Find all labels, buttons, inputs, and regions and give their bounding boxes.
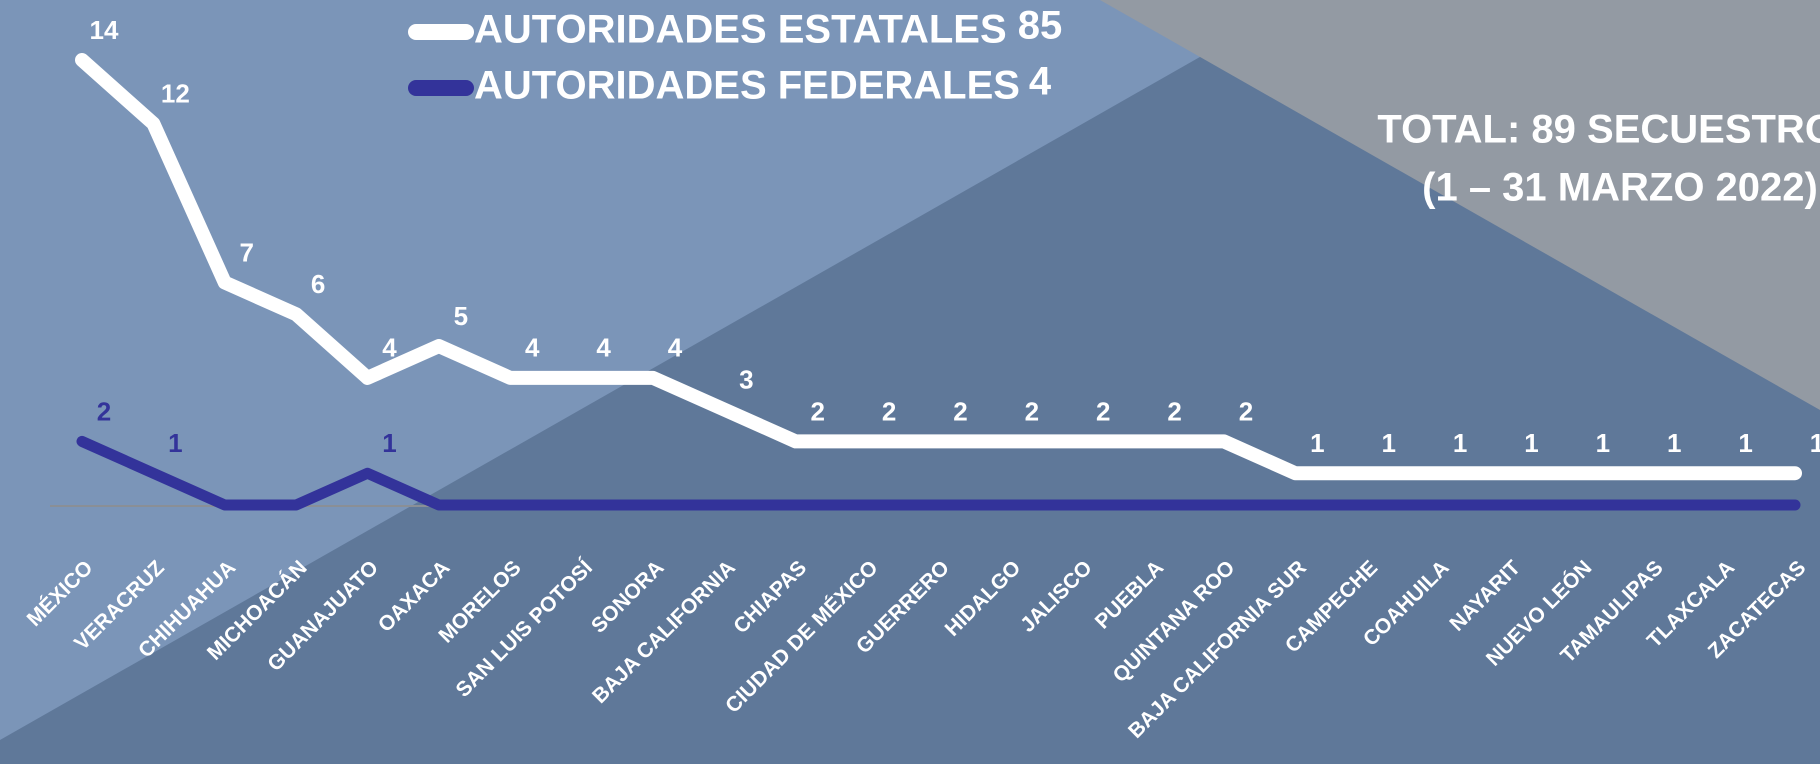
data-label: 1 (382, 428, 396, 458)
data-label: 4 (382, 333, 397, 363)
total-period: (1 – 31 MARZO 2022) (1422, 166, 1818, 210)
series-line (76, 435, 1801, 511)
data-label: 1 (1453, 428, 1467, 458)
legend-label: AUTORIDADES ESTATALES (474, 8, 1007, 52)
data-label: 2 (811, 396, 825, 426)
data-label: 4 (668, 333, 683, 363)
legend-total: 4 (1029, 60, 1052, 104)
data-label: 1 (1810, 428, 1820, 458)
light-panel (0, 0, 1300, 740)
data-label: 12 (161, 78, 190, 108)
data-label: 7 (240, 237, 254, 267)
data-label: 2 (97, 396, 111, 426)
series-line (75, 53, 1802, 481)
data-label: 1 (1524, 428, 1538, 458)
data-label: 3 (739, 365, 753, 395)
data-label: 1 (1596, 428, 1610, 458)
gray-corner (1100, 0, 1820, 410)
data-label: 1 (168, 428, 182, 458)
data-label: 2 (1025, 396, 1039, 426)
total-title: TOTAL: 89 SECUESTROS (1377, 108, 1820, 152)
data-label: 4 (525, 333, 540, 363)
data-label: 6 (311, 269, 325, 299)
data-label: 1 (1310, 428, 1324, 458)
data-label: 2 (1239, 396, 1253, 426)
data-label: 5 (454, 301, 468, 331)
data-label: 2 (953, 396, 967, 426)
data-label: 2 (1167, 396, 1181, 426)
data-label: 2 (1096, 396, 1110, 426)
data-label: 1 (1738, 428, 1752, 458)
legend-label: AUTORIDADES FEDERALES (474, 64, 1020, 108)
legend-total: 85 (1018, 4, 1063, 48)
data-label: 1 (1667, 428, 1681, 458)
data-label: 4 (596, 333, 611, 363)
data-label: 14 (90, 15, 119, 45)
data-label: 2 (882, 396, 896, 426)
data-label: 1 (1382, 428, 1396, 458)
